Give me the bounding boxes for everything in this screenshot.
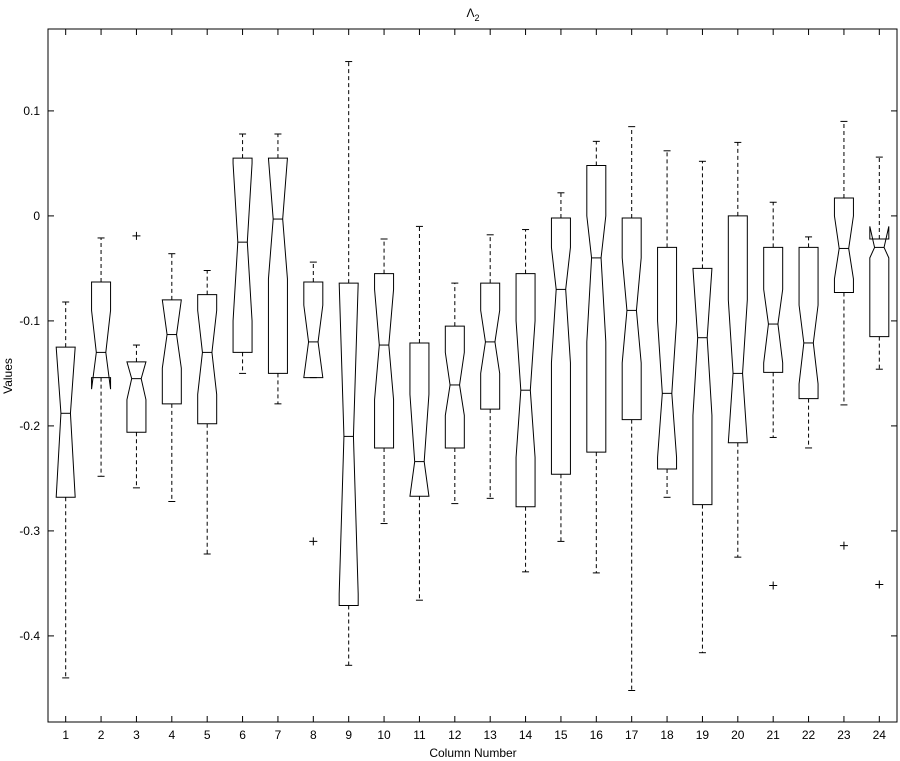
x-tick-label: 2 xyxy=(98,728,105,742)
x-tick-label: 23 xyxy=(837,728,851,742)
x-tick-label: 24 xyxy=(873,728,887,742)
box xyxy=(444,325,465,449)
box xyxy=(267,157,288,374)
box xyxy=(869,226,890,338)
box xyxy=(586,165,607,453)
y-axis-label: Values xyxy=(1,358,15,394)
x-tick-label: 8 xyxy=(310,728,317,742)
chart-title: Λ2 xyxy=(466,6,479,23)
y-tick-label: 0 xyxy=(33,209,40,223)
plot-frame xyxy=(47,28,898,723)
x-tick-label: 13 xyxy=(484,728,498,742)
box xyxy=(374,273,395,449)
box xyxy=(621,217,642,421)
box xyxy=(338,282,359,606)
x-tick-label: 5 xyxy=(204,728,211,742)
y-tick-label: -0.2 xyxy=(19,419,40,433)
title-main: Λ xyxy=(466,6,474,20)
x-tick-label: 17 xyxy=(625,728,639,742)
x-tick-label: 19 xyxy=(696,728,710,742)
box xyxy=(197,294,218,425)
x-tick-label: 11 xyxy=(413,728,426,742)
x-tick-label: 7 xyxy=(275,728,282,742)
outlier xyxy=(839,541,848,550)
box xyxy=(763,246,784,373)
y-tick-label: -0.3 xyxy=(19,524,40,538)
box xyxy=(91,281,112,390)
x-tick-label: 6 xyxy=(239,728,246,742)
x-tick-label: 4 xyxy=(168,728,175,742)
x-tick-label: 18 xyxy=(660,728,674,742)
box xyxy=(727,215,748,444)
x-tick-label: 12 xyxy=(448,728,462,742)
box xyxy=(515,273,536,508)
box xyxy=(550,217,571,475)
box xyxy=(303,281,324,379)
box xyxy=(161,299,182,405)
x-tick-label: 22 xyxy=(802,728,816,742)
box xyxy=(409,342,430,497)
box xyxy=(798,246,819,400)
box xyxy=(232,157,253,353)
y-tick-label: -0.1 xyxy=(19,314,40,328)
outlier xyxy=(769,581,778,590)
x-tick-label: 9 xyxy=(345,728,352,742)
x-tick-label: 15 xyxy=(554,728,568,742)
box xyxy=(126,361,147,433)
x-tick-label: 3 xyxy=(133,728,140,742)
outlier xyxy=(309,537,318,546)
y-tick-label: 0.1 xyxy=(23,104,40,118)
x-tick-label: 16 xyxy=(590,728,604,742)
box xyxy=(692,267,713,506)
box xyxy=(480,282,501,410)
x-tick-label: 10 xyxy=(377,728,391,742)
x-tick-label: 20 xyxy=(731,728,745,742)
box xyxy=(833,197,854,294)
x-tick-label: 21 xyxy=(767,728,781,742)
x-tick-label: 14 xyxy=(519,728,533,742)
box xyxy=(657,246,678,470)
x-tick-label: 1 xyxy=(62,728,69,742)
y-tick-label: -0.4 xyxy=(19,629,40,643)
title-subscript: 2 xyxy=(475,13,480,23)
x-axis-label: Column Number xyxy=(429,746,516,760)
outlier xyxy=(875,580,884,589)
outlier xyxy=(132,231,141,240)
